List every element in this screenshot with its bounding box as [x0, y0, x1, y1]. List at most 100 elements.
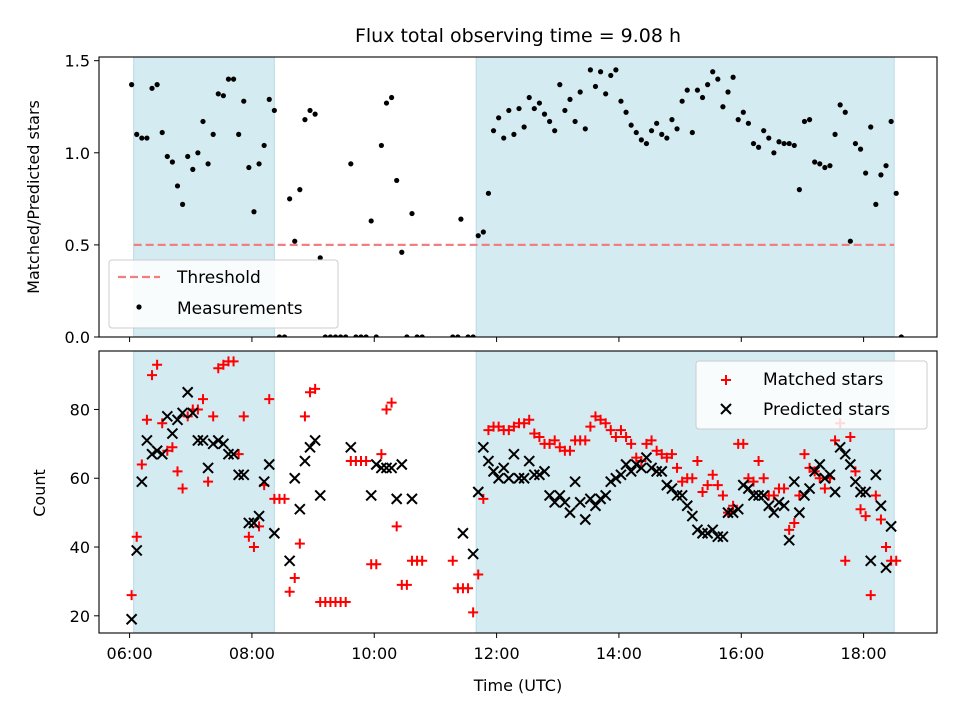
- measurement-point: [134, 131, 140, 137]
- matched-star-point: [779, 483, 790, 494]
- predicted-star-point: [513, 472, 525, 484]
- predicted-star-point: [125, 613, 138, 625]
- predicted-star-point: [304, 441, 316, 454]
- measurement-point: [215, 91, 221, 97]
- measurement-point: [164, 153, 170, 160]
- matched-star-point: [238, 411, 249, 422]
- measurement-point: [174, 183, 181, 189]
- measurement-point: [378, 142, 384, 149]
- legend-measurements-swatch: [136, 304, 142, 310]
- predicted-star-point: [212, 434, 224, 447]
- predicted-star-point: [814, 458, 826, 471]
- predicted-star-point: [396, 458, 408, 471]
- matched-star-point: [463, 583, 474, 594]
- matched-star-point: [610, 431, 621, 442]
- y-tick-label: 0.5: [65, 236, 90, 255]
- y-tick-label: 80: [70, 400, 90, 419]
- top-panel: 0.0 0.5 1.0 1.5 Threshold Measurements: [65, 52, 938, 347]
- measurement-point: [470, 334, 476, 337]
- matched-star-point: [875, 514, 886, 525]
- x-tick-label: 10:00: [351, 644, 397, 663]
- predicted-star-point: [834, 441, 846, 454]
- measurement-point: [684, 87, 690, 93]
- predicted-star-point: [635, 462, 648, 474]
- matched-star-point: [692, 456, 703, 467]
- predicted-star-point: [645, 462, 658, 474]
- measurement-point: [582, 126, 588, 132]
- predicted-star-point: [380, 462, 393, 474]
- predicted-star-point: [492, 472, 505, 484]
- matched-star-point: [126, 590, 137, 601]
- measurement-point: [363, 334, 369, 337]
- x-tick-label: 16:00: [718, 644, 764, 663]
- measurement-point: [205, 161, 211, 167]
- predicted-star-point: [543, 489, 556, 502]
- measurement-point: [654, 120, 660, 126]
- measurement-point: [643, 140, 650, 147]
- matched-star-point: [881, 542, 892, 553]
- matched-star-point: [544, 438, 555, 449]
- matched-star-point: [758, 473, 769, 484]
- matched-star-point: [162, 445, 173, 456]
- matched-star-point: [279, 493, 290, 504]
- matched-star-point: [473, 569, 484, 580]
- predicted-star-point: [875, 500, 887, 512]
- matched-star-point: [666, 449, 677, 460]
- measurement-point: [149, 85, 155, 91]
- matched-star-point: [233, 449, 244, 460]
- predicted-star-point: [594, 493, 607, 505]
- measurement-point: [541, 111, 548, 117]
- measurement-point: [200, 118, 206, 125]
- measurement-point: [399, 249, 405, 255]
- matched-star-point: [131, 531, 142, 542]
- measurement-point: [455, 334, 461, 337]
- predicted-star-point: [227, 448, 240, 460]
- matched-star-point: [641, 438, 652, 449]
- matched-star-point: [672, 462, 683, 473]
- measurement-point: [246, 164, 252, 171]
- measurement-point: [348, 161, 354, 167]
- predicted-star-point: [232, 469, 245, 481]
- measurement-point: [516, 105, 522, 112]
- measurement-point: [817, 161, 823, 167]
- x-tick-label: 08:00: [229, 644, 275, 663]
- measurement-point: [251, 209, 257, 215]
- matched-star-point: [554, 442, 565, 453]
- predicted-star-point: [503, 472, 515, 484]
- measurement-point: [796, 187, 802, 193]
- matched-star-point: [203, 476, 214, 487]
- matched-star-point: [254, 521, 265, 532]
- predicted-star-point: [610, 472, 622, 484]
- measurement-point: [490, 128, 497, 134]
- predicted-star-point: [477, 441, 490, 454]
- matched-star-point: [804, 462, 815, 473]
- matched-star-point: [646, 435, 657, 446]
- measurement-point: [689, 129, 695, 136]
- legend-predicted-label: Predicted stars: [763, 400, 890, 420]
- matched-star-point: [789, 517, 800, 528]
- x-tick-label: 14:00: [596, 644, 642, 663]
- matched-star-point: [228, 356, 239, 367]
- measurement-point: [776, 139, 782, 145]
- predicted-star-point: [508, 448, 520, 460]
- matched-star-point: [615, 425, 626, 436]
- matched-star-point: [289, 572, 300, 583]
- predicted-star-point: [309, 434, 321, 447]
- matched-star-point: [687, 473, 698, 484]
- predicted-star-point: [187, 407, 199, 419]
- bottom-panel: 20 40 60 80 06:00 08:00 10:00 12:00 14:00 16:00 18…: [70, 350, 938, 663]
- measurement-point: [521, 124, 527, 130]
- predicted-star-point: [752, 489, 765, 502]
- measurement-point: [465, 334, 471, 337]
- measurement-point: [618, 98, 624, 104]
- matched-star-point: [748, 476, 759, 487]
- measurement-point: [740, 109, 746, 115]
- measurement-point: [812, 159, 818, 165]
- predicted-star-point: [146, 448, 158, 460]
- measurement-point: [730, 74, 736, 80]
- matched-star-point: [310, 383, 321, 394]
- predicted-star-point: [819, 472, 831, 484]
- measurement-point: [266, 96, 272, 102]
- measurement-point: [888, 118, 894, 125]
